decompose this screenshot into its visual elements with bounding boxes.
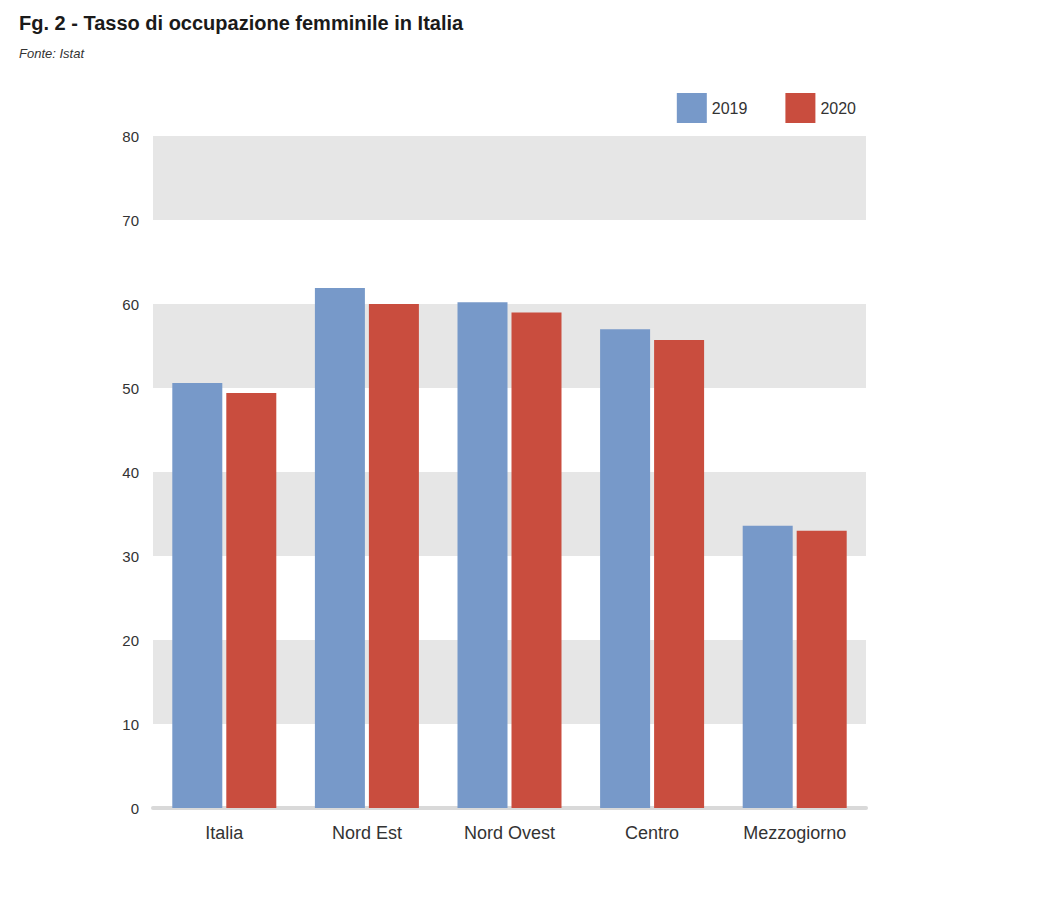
svg-text:50: 50 xyxy=(122,380,139,397)
svg-text:Centro: Centro xyxy=(625,823,679,843)
svg-text:Italia: Italia xyxy=(205,823,244,843)
svg-text:70: 70 xyxy=(122,212,139,229)
svg-text:2020: 2020 xyxy=(820,100,856,117)
svg-text:60: 60 xyxy=(122,296,139,313)
svg-text:30: 30 xyxy=(122,548,139,565)
svg-text:40: 40 xyxy=(122,464,139,481)
svg-text:Nord Ovest: Nord Ovest xyxy=(464,823,555,843)
svg-text:0: 0 xyxy=(131,800,139,817)
svg-text:Fg. 2 - Tasso di occupazione f: Fg. 2 - Tasso di occupazione femminile i… xyxy=(19,12,464,34)
svg-text:20: 20 xyxy=(122,632,139,649)
svg-text:Nord Est: Nord Est xyxy=(332,823,402,843)
svg-text:80: 80 xyxy=(122,128,139,145)
svg-text:Mezzogiorno: Mezzogiorno xyxy=(743,823,846,843)
svg-text:Fonte: Istat: Fonte: Istat xyxy=(19,46,85,61)
svg-text:2019: 2019 xyxy=(712,100,748,117)
svg-text:10: 10 xyxy=(122,716,139,733)
